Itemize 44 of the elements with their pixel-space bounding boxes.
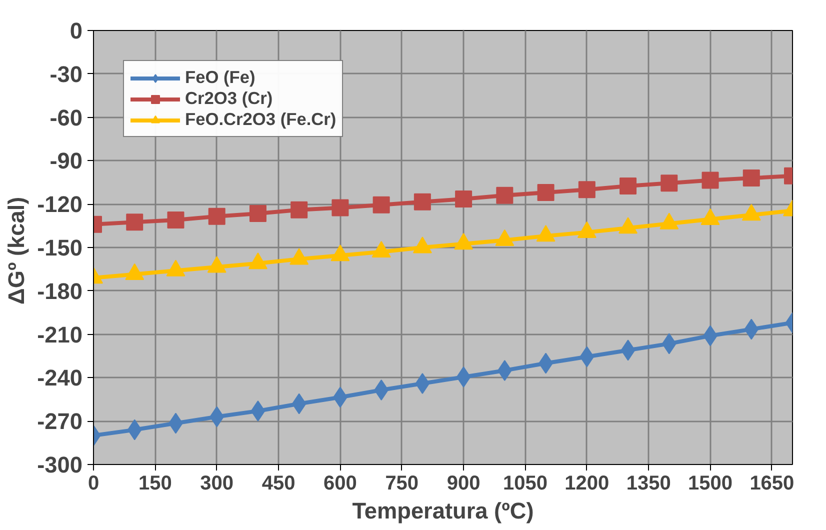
point <box>496 186 514 204</box>
x-tick-label: 300 <box>200 472 234 494</box>
y-tick-label: -210 <box>37 321 83 348</box>
y-tick-label: 0 <box>70 18 83 44</box>
x-tick-label: 450 <box>262 472 296 494</box>
point <box>208 208 226 225</box>
x-tick-label: 1500 <box>688 472 733 494</box>
point <box>290 201 308 218</box>
x-tick-label: 1200 <box>564 472 610 494</box>
x-tick-label: 600 <box>324 472 357 494</box>
x-axis-title: Temperatura (ºC) <box>352 498 534 524</box>
legend-label: Cr2O3 (Cr) <box>185 88 273 109</box>
point <box>126 214 144 231</box>
y-tick-label: -240 <box>37 364 83 391</box>
legend-label: FeO (Fe) <box>185 67 256 88</box>
y-tick-label: -150 <box>37 234 83 260</box>
point <box>167 212 184 229</box>
x-tick-label: 150 <box>138 472 172 494</box>
y-tick-label: -180 <box>37 278 83 304</box>
point <box>537 184 554 202</box>
y-tick-label: -90 <box>50 148 83 174</box>
point <box>249 205 266 222</box>
y-tick-label: -270 <box>37 408 83 434</box>
x-tick-label: 0 <box>88 472 100 494</box>
point <box>414 193 431 210</box>
x-tick-label: 1650 <box>750 472 794 494</box>
point <box>620 178 637 195</box>
point <box>455 190 472 208</box>
y-tick-label: -300 <box>37 452 83 478</box>
point <box>702 172 719 189</box>
y-axis-title: ΔGº (kcal) <box>3 196 30 304</box>
legend-label: FeO.Cr2O3 (Fe.Cr) <box>185 109 336 130</box>
x-tick-label: 900 <box>446 472 480 494</box>
x-tick-label: 750 <box>385 472 419 494</box>
x-tick-label: 1050 <box>502 472 548 494</box>
x-tick-label: 1350 <box>626 472 671 494</box>
point <box>578 181 596 198</box>
y-tick-label: -30 <box>50 60 83 87</box>
point <box>372 196 390 214</box>
point <box>742 170 760 187</box>
y-tick-label: -120 <box>37 191 83 218</box>
point <box>332 199 349 216</box>
y-tick-label: -60 <box>50 104 83 130</box>
point <box>660 174 678 192</box>
